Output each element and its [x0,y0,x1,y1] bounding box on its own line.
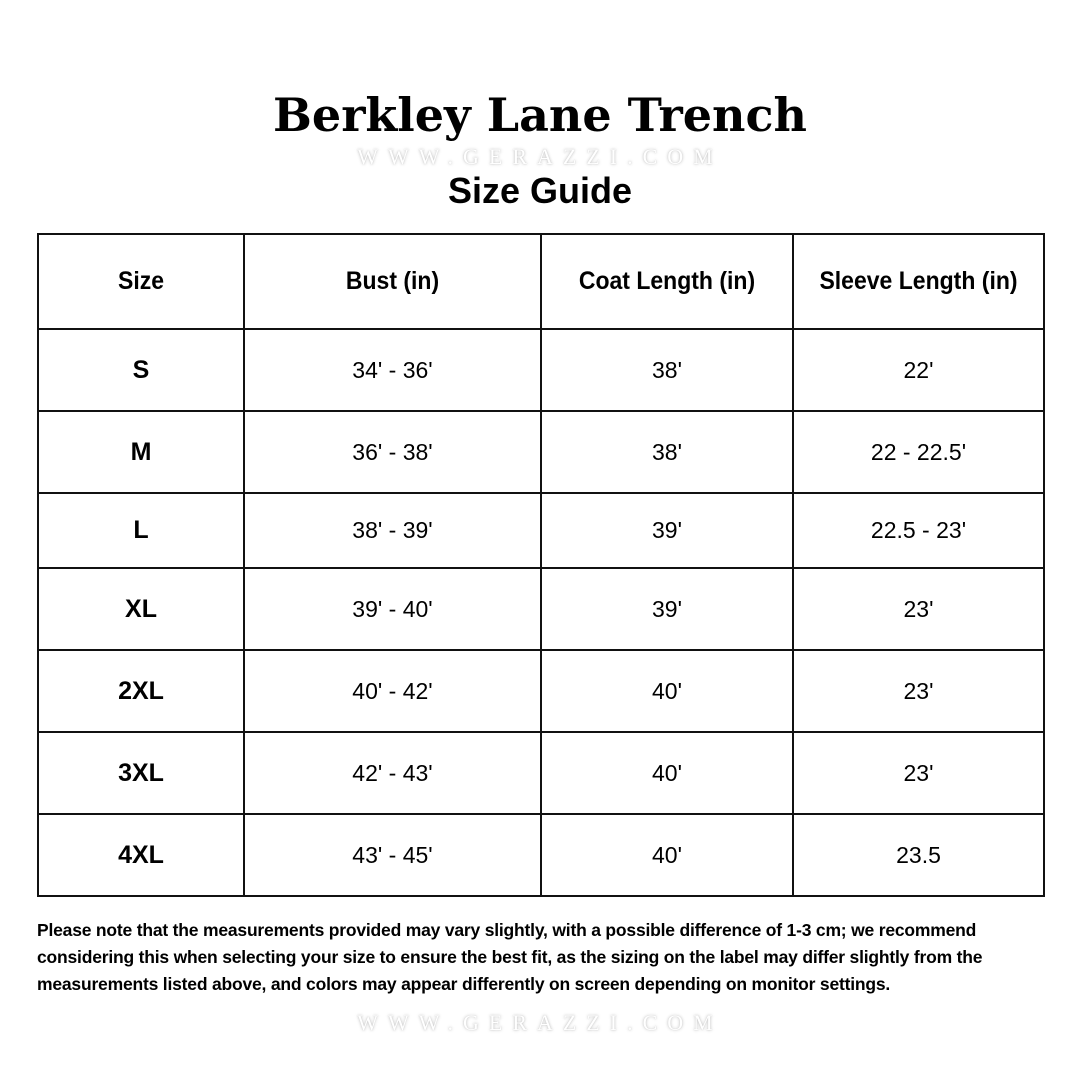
cell-bust: 34' - 36' [243,328,542,412]
cell-coat-length: 39' [540,567,794,651]
watermark: WWW.GERAZZI.COM [357,1010,723,1035]
cell-coat-length: 40' [540,731,794,815]
cell-bust: 43' - 45' [243,813,542,897]
table-row: M 36' - 38' 38' 22 - 22.5' [37,410,1045,494]
cell-sleeve-length: 22' [792,328,1045,412]
cell-coat-length: 40' [540,649,794,733]
page-title: Berkley Lane Trench [273,88,807,142]
cell-sleeve-length: 23.5 [792,813,1045,897]
cell-size: XL [37,567,245,651]
table-header-row: Size Bust (in) Coat Length (in) Sleeve L… [38,233,1044,330]
cell-bust: 40' - 42' [243,649,542,733]
cell-sleeve-length: 23' [792,731,1045,815]
cell-coat-length: 39' [540,492,794,569]
cell-size: M [37,410,245,494]
table-row: 3XL 42' - 43' 40' 23' [37,731,1045,815]
cell-sleeve-length: 23' [792,649,1045,733]
cell-bust: 36' - 38' [243,410,542,494]
table-row: 4XL 43' - 45' 40' 23.5 [37,813,1045,897]
measurement-note: Please note that the measurements provid… [37,920,983,994]
watermark: WWW.GERAZZI.COM [357,144,723,169]
table-row: L 38' - 39' 39' 22.5 - 23' [37,492,1045,569]
cell-bust: 38' - 39' [243,492,542,569]
header-bust: Bust (in) [254,233,531,330]
table-row: XL 39' - 40' 39' 23' [37,567,1045,651]
cell-sleeve-length: 23' [792,567,1045,651]
cell-size: 3XL [37,731,245,815]
cell-size: 2XL [37,649,245,733]
cell-coat-length: 38' [540,410,794,494]
size-table: Size Bust (in) Coat Length (in) Sleeve L… [37,233,1045,897]
cell-size: L [37,492,245,569]
header-sleeve-length: Sleeve Length (in) [802,233,1035,330]
table-row: 2XL 40' - 42' 40' 23' [37,649,1045,733]
page-subtitle: Size Guide [447,170,633,211]
cell-bust: 39' - 40' [243,567,542,651]
cell-coat-length: 40' [540,813,794,897]
cell-bust: 42' - 43' [243,731,542,815]
cell-size: S [37,328,245,412]
header-coat-length: Coat Length (in) [550,233,784,330]
table-row: S 34' - 36' 38' 22' [37,328,1045,412]
header-size: Size [45,233,237,330]
cell-coat-length: 38' [540,328,794,412]
cell-size: 4XL [37,813,245,897]
cell-sleeve-length: 22 - 22.5' [792,410,1045,494]
cell-sleeve-length: 22.5 - 23' [792,492,1045,569]
